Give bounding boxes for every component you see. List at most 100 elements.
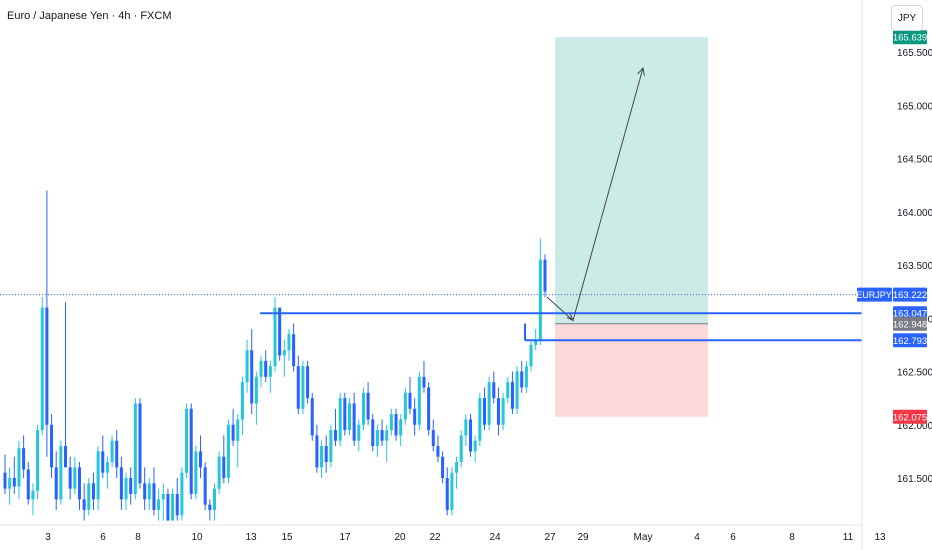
candle[interactable] [171,488,175,521]
candle[interactable] [17,440,21,500]
candle[interactable] [394,408,398,441]
candle[interactable] [492,371,496,404]
candle[interactable] [185,403,189,478]
candle[interactable] [226,419,230,484]
candle[interactable] [422,360,426,393]
candle[interactable] [292,323,296,372]
candle[interactable] [124,472,128,510]
candle[interactable] [417,371,421,431]
candle[interactable] [101,435,105,478]
candle[interactable] [329,424,333,468]
candle[interactable] [115,430,119,478]
candle[interactable] [352,392,356,447]
candle[interactable] [91,472,95,510]
candle[interactable] [105,456,109,489]
candle[interactable] [36,424,40,500]
candle[interactable] [338,392,342,447]
candle[interactable] [175,478,179,521]
candle[interactable] [143,467,147,510]
candle[interactable] [431,419,435,452]
candle[interactable] [361,387,365,431]
candle[interactable] [129,467,133,505]
candle[interactable] [469,414,473,457]
candle[interactable] [347,398,351,436]
candle[interactable] [87,478,91,516]
candle[interactable] [380,419,384,447]
candle[interactable] [399,414,403,447]
candle[interactable] [343,392,347,436]
candle[interactable] [45,190,49,457]
candle[interactable] [445,467,449,516]
candle[interactable] [264,350,268,383]
candle[interactable] [59,440,63,505]
target-zone[interactable] [555,37,708,324]
candle[interactable] [413,398,417,436]
candle[interactable] [515,366,519,415]
candle[interactable] [357,419,361,452]
candle[interactable] [73,456,77,494]
candle[interactable] [133,398,137,500]
candle[interactable] [77,462,81,510]
candle[interactable] [273,296,277,372]
candle[interactable] [403,387,407,425]
candle[interactable] [138,398,142,489]
candle[interactable] [334,408,338,447]
candle[interactable] [473,435,477,463]
candle[interactable] [68,456,72,500]
candle[interactable] [203,462,207,510]
candle[interactable] [96,446,100,510]
candle[interactable] [222,435,226,484]
candle[interactable] [371,414,375,452]
candle[interactable] [310,392,314,441]
candle[interactable] [166,488,170,521]
candle[interactable] [22,435,26,478]
candle[interactable] [389,408,393,436]
candle[interactable] [12,456,16,494]
stop-zone[interactable] [555,323,708,417]
candle[interactable] [259,355,263,388]
candle[interactable] [3,454,7,494]
candle[interactable] [152,467,156,516]
candle[interactable] [441,451,445,484]
candle[interactable] [40,296,44,436]
candle[interactable] [366,382,370,425]
candle[interactable] [529,339,533,372]
candle[interactable] [487,376,491,431]
candle[interactable] [268,360,272,393]
candle[interactable] [194,446,198,500]
candle[interactable] [427,382,431,436]
candle[interactable] [110,435,114,468]
candle[interactable] [50,414,54,478]
candle[interactable] [278,307,282,361]
candle[interactable] [199,435,203,478]
candle[interactable] [119,456,123,510]
candle[interactable] [64,302,68,468]
candle[interactable] [538,238,542,345]
candle[interactable] [459,430,463,468]
candle[interactable] [450,467,454,516]
candle[interactable] [189,403,193,500]
candle[interactable] [180,467,184,521]
candle[interactable] [296,355,300,415]
candle[interactable] [408,376,412,415]
candle[interactable] [212,483,216,521]
candle[interactable] [506,376,510,404]
candle[interactable] [31,483,35,516]
candle[interactable] [282,339,286,377]
candle[interactable] [455,456,459,489]
candle[interactable] [250,328,254,415]
candle[interactable] [240,376,244,436]
candle[interactable] [320,440,324,478]
candle[interactable] [54,451,58,510]
candle[interactable] [324,435,328,473]
candle[interactable] [161,483,165,521]
candle[interactable] [157,488,161,521]
candle[interactable] [385,424,389,463]
candle[interactable] [501,392,505,431]
candle[interactable] [436,435,440,463]
candle[interactable] [82,483,86,521]
candle[interactable] [524,360,528,393]
candle[interactable] [496,387,500,436]
candle[interactable] [301,360,305,415]
